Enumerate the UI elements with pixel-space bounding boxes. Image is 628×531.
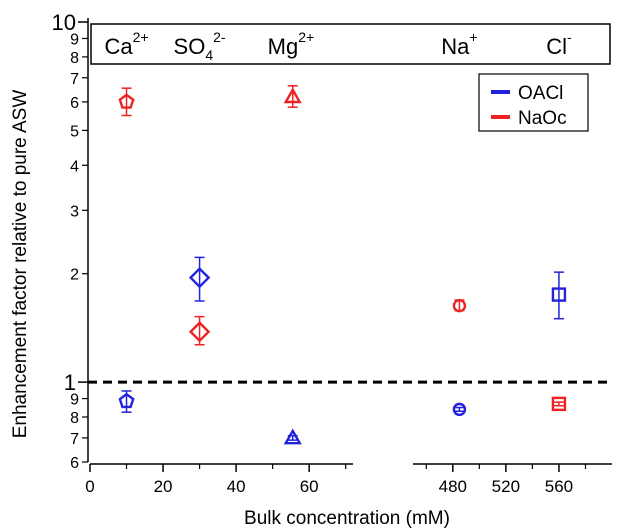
- legend-frame: [478, 73, 589, 132]
- data-marks: [118, 85, 567, 445]
- legend: OACl NaOc: [478, 73, 589, 132]
- y-major-tick-label: 10: [52, 10, 76, 35]
- x-tick-label: 60: [300, 477, 319, 496]
- ion-label: Cl-: [546, 29, 572, 59]
- ion-label: SO42-: [174, 29, 226, 63]
- y-minor-tick-label: 9: [70, 392, 79, 409]
- series-oacl: [118, 256, 567, 445]
- pentagon-marker: [118, 392, 135, 409]
- y-minor-tick-label: 5: [70, 123, 79, 140]
- x-tick-label: 480: [439, 477, 467, 496]
- ion-label: Ca2+: [104, 29, 148, 59]
- x-tick-label: 520: [492, 477, 520, 496]
- square-marker: [551, 396, 567, 412]
- square-marker: [551, 287, 567, 302]
- triangle-marker: [283, 428, 302, 445]
- y-minor-tick-label: 8: [70, 410, 79, 427]
- legend-label: NaOc: [518, 108, 567, 129]
- y-minor-tick-label: 9: [70, 31, 79, 48]
- ion-label: Mg2+: [268, 29, 315, 59]
- y-minor-tick-label: 2: [70, 267, 79, 284]
- y-minor-tick-label: 7: [70, 71, 79, 88]
- ion-box-frame: [90, 23, 611, 65]
- series-naoc: [118, 85, 567, 412]
- pentagon-marker: [118, 93, 135, 109]
- y-minor-tick-label: 6: [70, 455, 79, 472]
- diamond-marker: [188, 266, 211, 289]
- y-minor-tick-label: 6: [70, 95, 79, 112]
- y-major-tick-label: 1: [64, 370, 76, 395]
- y-axis-label: Enhancement factor relative to pure ASW: [10, 90, 31, 439]
- diamond-marker: [188, 321, 211, 343]
- ion-label: Na+: [441, 29, 477, 59]
- x-tick-label: 40: [227, 477, 246, 496]
- x-tick-label: 20: [154, 477, 173, 496]
- y-minor-tick-label: 4: [70, 158, 79, 175]
- x-tick-label: 560: [545, 477, 573, 496]
- x-axis-label: Bulk concentration (mM): [244, 508, 450, 529]
- circle-marker: [452, 298, 467, 313]
- triangle-marker: [283, 87, 302, 104]
- ion-label-box: Ca2+ SO42- Mg2+ Na+ Cl-: [90, 23, 611, 65]
- y-minor-tick-label: 3: [70, 203, 79, 220]
- y-minor-tick-label: 8: [70, 50, 79, 67]
- legend-label: OACl: [518, 83, 563, 104]
- x-tick-label: 0: [85, 477, 94, 496]
- circle-marker: [452, 402, 467, 417]
- y-minor-tick-label: 7: [70, 431, 79, 448]
